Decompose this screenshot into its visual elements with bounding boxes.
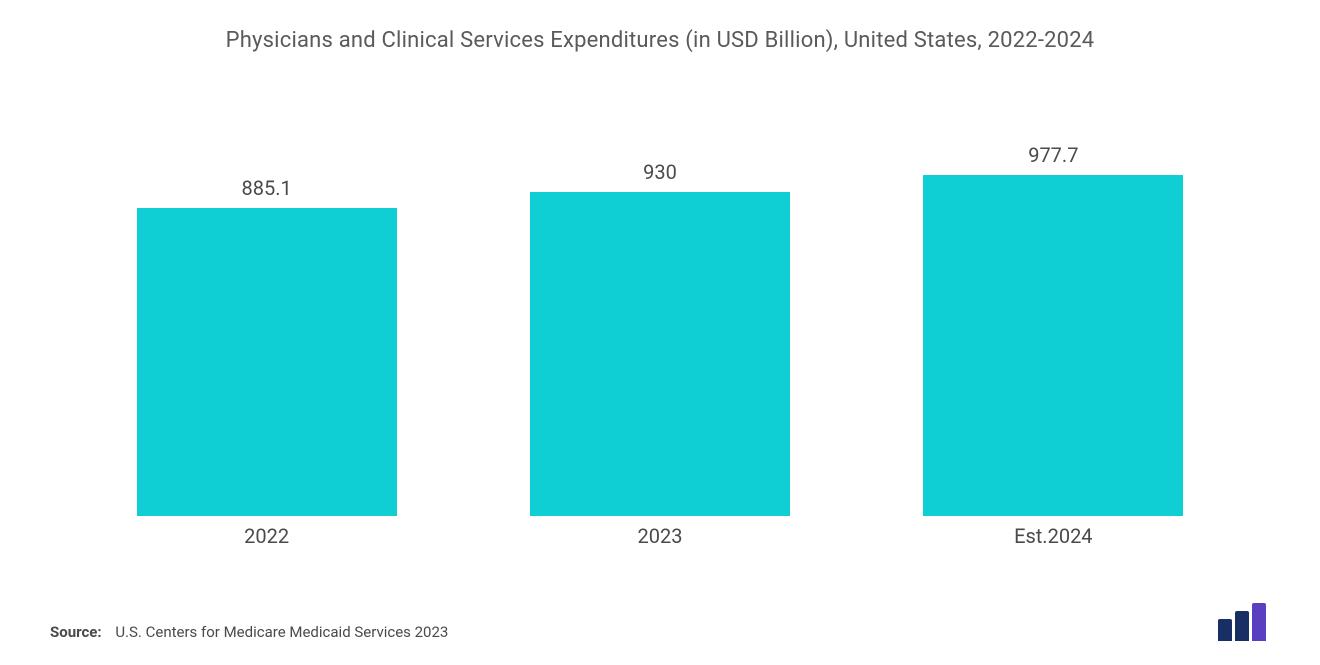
bar-value-label: 930 xyxy=(643,160,677,184)
bar xyxy=(530,192,790,516)
bar-group-0: 885.1 xyxy=(72,176,461,516)
chart-footer: Source: U.S. Centers for Medicare Medica… xyxy=(50,603,1270,645)
logo-bar xyxy=(1235,611,1249,641)
bar xyxy=(137,208,397,516)
x-axis-labels: 2022 2023 Est.2024 xyxy=(50,516,1270,548)
bar-value-label: 885.1 xyxy=(242,176,292,200)
source-text: U.S. Centers for Medicare Medicaid Servi… xyxy=(115,623,448,641)
bar-group-1: 930 xyxy=(465,160,854,516)
source-line: Source: U.S. Centers for Medicare Medica… xyxy=(50,623,448,641)
x-label: Est.2024 xyxy=(859,524,1248,548)
chart-title: Physicians and Clinical Services Expendi… xyxy=(50,28,1270,53)
bar xyxy=(923,175,1183,516)
logo-bar xyxy=(1218,619,1232,641)
bar-value-label: 977.7 xyxy=(1028,143,1078,167)
chart-container: Physicians and Clinical Services Expendi… xyxy=(0,0,1320,665)
source-label: Source: xyxy=(50,623,102,641)
plot-area: 885.1 930 977.7 xyxy=(50,63,1270,516)
x-label: 2023 xyxy=(465,524,854,548)
bar-group-2: 977.7 xyxy=(859,143,1248,516)
x-label: 2022 xyxy=(72,524,461,548)
logo-bar xyxy=(1252,603,1266,641)
brand-logo-icon xyxy=(1218,603,1270,641)
